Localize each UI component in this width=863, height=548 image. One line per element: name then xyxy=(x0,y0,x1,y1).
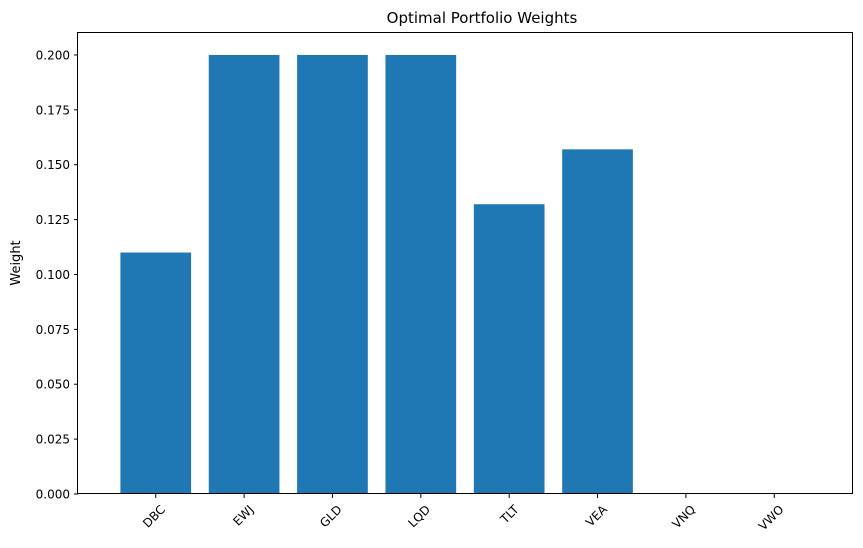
y-tick-label: 0.000 xyxy=(36,488,70,502)
x-tick-label-gld: GLD xyxy=(317,502,345,530)
y-tick-label: 0.100 xyxy=(36,268,70,282)
bar-gld xyxy=(297,54,368,494)
x-tick-label-vea: VEA xyxy=(583,502,610,529)
bars-group xyxy=(120,54,633,494)
y-axis-label: Weight xyxy=(9,240,24,285)
y-axis-ticks: 0.000 0.025 0.050 0.075 0.100 0.125 0.150 0.175… xyxy=(36,48,78,502)
bar-lqd xyxy=(385,54,457,494)
y-tick-label: 0.200 xyxy=(36,48,70,62)
x-tick-label-lqd: LQD xyxy=(405,502,433,530)
x-tick-label-vnq: VNQ xyxy=(669,502,698,531)
y-tick-label: 0.175 xyxy=(36,103,70,117)
x-tick-label-ewj: EWJ xyxy=(230,502,256,528)
plot-frame xyxy=(77,32,853,494)
y-tick-label: 0.075 xyxy=(36,323,70,337)
x-tick-label-vwo: VWO xyxy=(756,502,787,533)
bar-vea xyxy=(562,149,633,494)
bar-dbc xyxy=(120,252,192,494)
x-axis-ticks: DBC EWJ GLD LQD TLT VEA VNQ VWO xyxy=(140,494,787,533)
chart-title: Optimal Portfolio Weights xyxy=(387,9,578,27)
bar-tlt xyxy=(473,204,545,494)
x-tick-label-tlt: TLT xyxy=(497,502,522,527)
bar-ewj xyxy=(208,54,280,494)
y-tick-label: 0.050 xyxy=(36,378,70,392)
y-tick-label: 0.125 xyxy=(36,213,70,227)
x-tick-label-dbc: DBC xyxy=(140,502,168,530)
y-tick-label: 0.025 xyxy=(36,433,70,447)
y-tick-label: 0.150 xyxy=(36,158,70,172)
